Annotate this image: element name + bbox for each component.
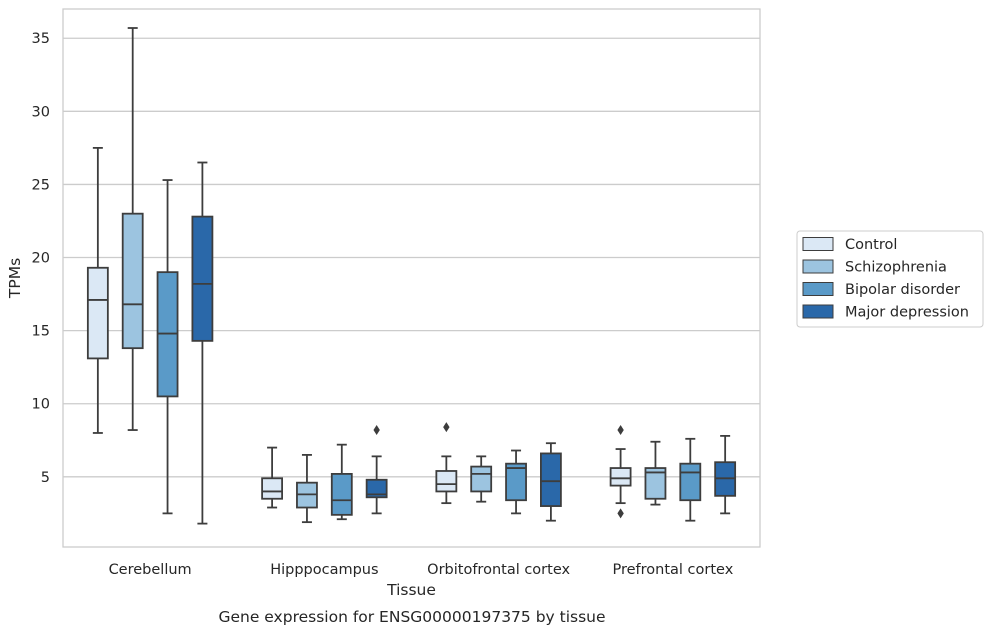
y-tick-label: 5 [41, 470, 50, 486]
x-axis-ticks: Cerebellum Hipppocampus Orbitofrontal cort… [109, 562, 734, 578]
legend-swatch [802, 304, 834, 319]
y-tick-label: 15 [32, 324, 50, 340]
box-iqr [261, 477, 284, 500]
box-iqr [365, 478, 388, 499]
y-tick-label: 25 [32, 177, 50, 193]
box-major-depression [365, 425, 388, 515]
box-major-depression [714, 434, 737, 515]
box-iqr [505, 462, 527, 502]
legend: Control Schizophrenia Bipolar disorder Majo… [796, 230, 984, 328]
legend-label: Control [845, 237, 897, 253]
outlier-marker [617, 508, 624, 519]
legend-swatch [802, 259, 834, 274]
x-tick-label: Orbitofrontal cortex [427, 562, 570, 578]
box-iqr [644, 467, 667, 500]
y-tick-label: 10 [32, 397, 50, 413]
legend-label: Schizophrenia [845, 260, 947, 276]
box-iqr [191, 215, 214, 342]
y-axis-ticks: 5 10 15 20 25 30 35 [32, 31, 50, 486]
box-control [86, 146, 109, 434]
legend-label: Major depression [845, 305, 969, 321]
box-iqr [470, 465, 493, 493]
figure-caption: Gene expression for ENSG00000197375 by t… [218, 608, 605, 626]
box-iqr [540, 452, 562, 507]
x-axis-title: Tissue [386, 581, 436, 599]
box-iqr [121, 212, 144, 350]
box-control [609, 425, 632, 519]
outlier-marker [373, 425, 380, 436]
box-schizophrenia [296, 453, 318, 524]
box-iqr [679, 462, 702, 502]
y-tick-label: 30 [32, 104, 50, 120]
box-schizophrenia [644, 440, 667, 506]
outlier-marker [617, 425, 624, 436]
x-tick-label: Hipppocampus [270, 562, 378, 578]
y-axis-title: TPMs [6, 258, 24, 299]
box-iqr [609, 467, 632, 487]
box-iqr [330, 473, 353, 516]
outlier-marker [443, 422, 450, 433]
box-schizophrenia [121, 27, 144, 431]
box-bipolar-disorder [505, 449, 527, 515]
box-iqr [435, 470, 458, 493]
box-major-depression [191, 161, 214, 525]
x-tick-label: Cerebellum [109, 562, 192, 578]
box-control [435, 422, 458, 505]
legend-swatch [802, 237, 834, 251]
grid-lines [63, 37, 760, 478]
box-control [261, 446, 284, 509]
y-tick-label: 35 [32, 31, 50, 47]
legend-frame [796, 230, 984, 328]
legend-swatch [802, 282, 834, 296]
box-series [86, 27, 737, 525]
plot-area [62, 8, 761, 548]
box-bipolar-disorder [156, 179, 179, 515]
legend-label: Bipolar disorder [845, 282, 960, 298]
y-tick-label: 20 [32, 251, 50, 267]
x-tick-label: Prefrontal cortex [612, 562, 733, 578]
box-bipolar-disorder [679, 437, 702, 522]
box-bipolar-disorder [330, 443, 353, 521]
box-iqr [86, 266, 109, 360]
box-schizophrenia [470, 455, 493, 503]
box-major-depression [540, 442, 562, 522]
